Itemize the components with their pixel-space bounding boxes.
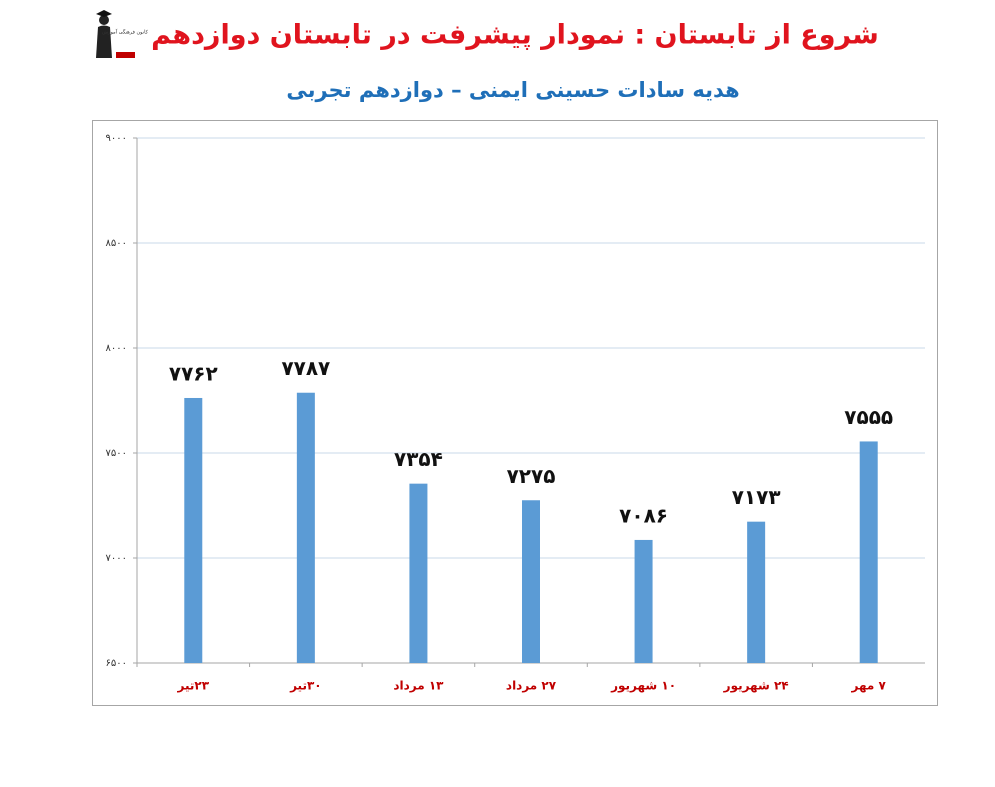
y-tick-label: ۹۰۰۰ bbox=[106, 133, 127, 144]
bar bbox=[634, 539, 653, 663]
x-tick-label: ۷ مهر bbox=[851, 679, 887, 693]
x-tick-label: ۲۷ مرداد bbox=[506, 679, 557, 693]
x-tick-label: ۱۰ شهریور bbox=[610, 679, 676, 694]
bar bbox=[859, 441, 878, 663]
x-tick-label: ۲۴ شهریور bbox=[723, 679, 789, 694]
bar bbox=[184, 397, 203, 663]
x-tick-label: ۳۰تیر bbox=[289, 679, 322, 693]
logo-band bbox=[116, 52, 135, 58]
data-label: ۷۰۸۶ bbox=[619, 503, 668, 527]
x-tick-label: ۱۳ مرداد bbox=[393, 679, 444, 693]
y-tick-label: ۸۵۰۰ bbox=[106, 238, 127, 249]
y-tick-label: ۶۵۰۰ bbox=[106, 658, 127, 669]
logo-text: کانون فرهنگی آموزش bbox=[102, 29, 149, 36]
y-tick-label: ۸۰۰۰ bbox=[106, 343, 127, 354]
y-tick-label: ۷۰۰۰ bbox=[106, 553, 127, 564]
bar bbox=[522, 500, 540, 663]
bar bbox=[747, 521, 766, 663]
logo-head bbox=[99, 15, 109, 25]
data-label: ۷۱۷۳ bbox=[732, 485, 781, 509]
chart-frame bbox=[92, 120, 938, 706]
logo-cap bbox=[96, 10, 112, 17]
bar bbox=[409, 483, 428, 663]
y-tick-label: ۷۵۰۰ bbox=[106, 448, 127, 459]
data-label: ۷۲۷۵ bbox=[507, 464, 556, 488]
x-tick-label: ۲۳تیر bbox=[177, 679, 210, 693]
data-label: ۷۷۸۷ bbox=[281, 356, 330, 380]
chart-subtitle: هدیه سادات حسینی ایمنی – دوازدهم تجربی bbox=[286, 78, 739, 102]
data-label: ۷۷۶۲ bbox=[169, 361, 218, 385]
bar bbox=[296, 392, 315, 663]
data-label: ۷۳۵۴ bbox=[394, 447, 443, 471]
data-label: ۷۵۵۵ bbox=[844, 405, 893, 429]
logo-body bbox=[96, 25, 112, 58]
chart-title: شروع از تابستان : نمودار پیشرفت در تابست… bbox=[151, 20, 879, 51]
logo: کانون فرهنگی آموزش bbox=[95, 8, 149, 60]
